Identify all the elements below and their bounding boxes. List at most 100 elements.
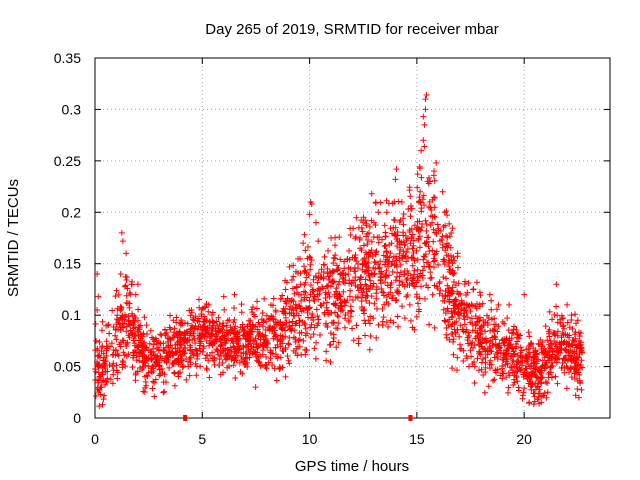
data-point — [365, 264, 372, 271]
data-point — [515, 384, 522, 391]
data-point — [536, 400, 543, 407]
data-point — [310, 314, 317, 321]
data-point — [221, 306, 228, 313]
data-point — [377, 277, 384, 284]
data-point — [365, 230, 372, 237]
data-point — [290, 312, 297, 319]
data-point — [290, 298, 297, 305]
data-point — [309, 286, 316, 293]
data-point — [288, 277, 295, 284]
data-point — [317, 332, 324, 339]
data-point — [94, 345, 101, 352]
data-point — [263, 365, 270, 372]
data-point — [351, 264, 358, 271]
data-point — [441, 317, 448, 324]
data-point — [140, 352, 147, 359]
data-point — [265, 324, 272, 331]
data-point — [463, 310, 470, 317]
data-point — [152, 361, 159, 368]
data-point — [366, 250, 373, 257]
data-point — [449, 260, 456, 267]
data-point — [460, 328, 467, 335]
data-point — [563, 363, 570, 370]
data-point — [132, 291, 139, 298]
data-point — [488, 306, 495, 313]
data-point — [188, 325, 195, 332]
data-point — [546, 308, 553, 315]
data-point — [232, 375, 239, 382]
data-point — [286, 310, 293, 317]
data-point — [120, 359, 127, 366]
data-point — [129, 330, 136, 337]
data-point — [383, 299, 390, 306]
data-point — [397, 269, 404, 276]
data-point — [314, 279, 321, 286]
data-point — [415, 236, 422, 243]
data-point — [415, 308, 422, 315]
data-point — [510, 382, 517, 389]
data-point — [128, 310, 135, 317]
data-point — [123, 277, 130, 284]
data-point — [401, 242, 408, 249]
data-point — [542, 323, 549, 330]
data-point — [375, 209, 382, 216]
data-point — [551, 311, 558, 318]
data-point — [541, 365, 548, 372]
data-point — [209, 349, 216, 356]
data-point — [444, 292, 451, 299]
data-point — [331, 242, 338, 249]
data-point — [162, 330, 169, 337]
data-point — [194, 315, 201, 322]
data-point — [320, 285, 327, 292]
data-point — [419, 196, 426, 203]
data-point — [330, 268, 337, 275]
data-point — [414, 171, 421, 178]
data-point — [336, 234, 343, 241]
data-point — [402, 253, 409, 260]
data-point — [572, 311, 579, 318]
data-point — [287, 326, 294, 333]
data-point — [220, 323, 227, 330]
data-point — [371, 270, 378, 277]
data-point — [158, 355, 165, 362]
data-point — [576, 350, 583, 357]
data-point — [383, 319, 390, 326]
data-point — [345, 317, 352, 324]
data-point — [522, 365, 529, 372]
data-point — [367, 313, 374, 320]
data-point — [563, 385, 570, 392]
data-point — [233, 357, 240, 364]
data-point — [393, 166, 400, 173]
data-point — [415, 225, 422, 232]
data-point — [428, 274, 435, 281]
data-point — [578, 386, 585, 393]
data-point — [158, 365, 165, 372]
data-point — [477, 330, 484, 337]
data-point — [272, 344, 279, 351]
data-point — [226, 316, 233, 323]
data-point — [167, 312, 174, 319]
data-point — [393, 262, 400, 269]
data-point — [444, 305, 451, 312]
data-point — [100, 396, 107, 403]
data-point — [282, 333, 289, 340]
data-point — [400, 229, 407, 236]
data-point — [428, 212, 435, 219]
data-point — [100, 350, 107, 357]
data-point — [153, 354, 160, 361]
data-point — [426, 321, 433, 328]
data-point — [535, 356, 542, 363]
data-point — [161, 347, 168, 354]
data-point — [450, 336, 457, 343]
data-point — [224, 364, 231, 371]
data-point — [249, 322, 256, 329]
data-point — [566, 340, 573, 347]
data-point — [213, 336, 220, 343]
data-point — [209, 327, 216, 334]
data-point — [120, 349, 127, 356]
data-point — [439, 233, 446, 240]
data-point — [169, 348, 176, 355]
data-point — [470, 285, 477, 292]
data-point — [421, 202, 428, 209]
data-point — [439, 188, 446, 195]
